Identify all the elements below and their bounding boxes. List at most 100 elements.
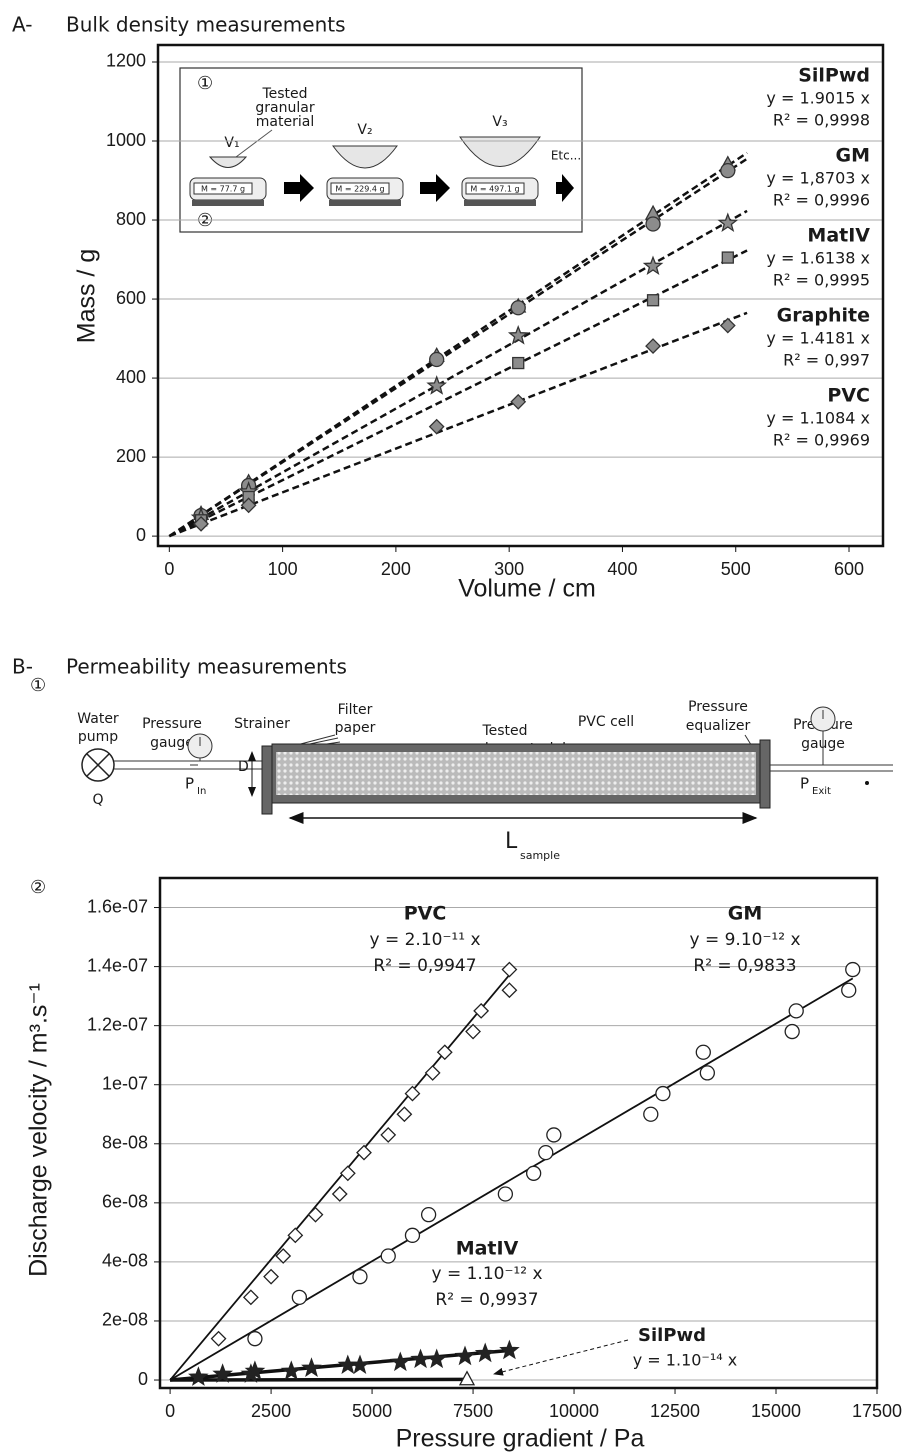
marker bbox=[784, 1023, 800, 1040]
annotation: y = 1.4181 x bbox=[766, 329, 870, 348]
marker bbox=[356, 1144, 372, 1161]
y-tick-label: 1.2e-07 bbox=[87, 1014, 148, 1034]
legend-label: GM bbox=[728, 903, 763, 925]
marker bbox=[465, 1023, 481, 1040]
display bbox=[330, 182, 390, 195]
marker bbox=[721, 251, 734, 264]
marker bbox=[404, 1085, 421, 1102]
marker bbox=[645, 216, 661, 232]
display bbox=[465, 182, 525, 195]
scale-foot bbox=[192, 200, 264, 206]
fit-line bbox=[168, 311, 748, 538]
x-tick-label: 0 bbox=[165, 1401, 175, 1421]
label: L bbox=[505, 829, 518, 854]
marker bbox=[512, 356, 525, 370]
marker bbox=[538, 1144, 554, 1161]
marker bbox=[193, 515, 209, 532]
label: In bbox=[197, 786, 206, 797]
bowl bbox=[208, 156, 248, 168]
marker bbox=[501, 982, 518, 999]
label: pump bbox=[78, 729, 118, 745]
y-axis-label: Discharge velocity / m³.s⁻¹ bbox=[25, 983, 53, 1277]
label: Pressure bbox=[142, 716, 202, 732]
x-tick-label: 100 bbox=[268, 559, 298, 579]
display bbox=[193, 182, 253, 195]
fit-line bbox=[170, 1377, 470, 1382]
marker bbox=[240, 497, 257, 514]
annotation: R² = 0,9833 bbox=[693, 956, 796, 976]
marker bbox=[642, 255, 664, 276]
marker bbox=[212, 1363, 233, 1383]
annotation: y = 1.6138 x bbox=[766, 249, 870, 268]
volume-label: V₃ bbox=[492, 114, 507, 130]
pump-cross bbox=[86, 753, 110, 777]
marker bbox=[501, 961, 518, 978]
marker bbox=[645, 338, 661, 354]
y-tick-label: 600 bbox=[116, 288, 146, 308]
scale-foot bbox=[464, 200, 536, 206]
step-label: ① bbox=[30, 675, 46, 696]
marker bbox=[380, 1127, 397, 1143]
legend-label: MatIV bbox=[456, 1238, 519, 1260]
y-tick-label: 1000 bbox=[106, 130, 146, 150]
section-title: Bulk density measurements bbox=[66, 13, 346, 37]
end-plate bbox=[759, 739, 771, 809]
label: Tested bbox=[481, 723, 527, 739]
y-tick-label: 0 bbox=[136, 525, 146, 545]
volume-label: V₂ bbox=[357, 122, 372, 138]
note: granular bbox=[255, 100, 314, 116]
marker bbox=[188, 1366, 209, 1386]
marker bbox=[410, 1348, 431, 1369]
marker bbox=[244, 1360, 266, 1380]
arrow bbox=[284, 174, 314, 202]
y-tick-label: 400 bbox=[116, 367, 146, 387]
marker bbox=[331, 1186, 348, 1202]
marker bbox=[699, 1065, 715, 1081]
marker bbox=[655, 1085, 671, 1102]
annotation: R² = 0,9996 bbox=[773, 191, 870, 210]
annotation: R² = 0,9998 bbox=[773, 111, 870, 130]
legend-label: GM bbox=[835, 145, 870, 167]
fit-line bbox=[169, 977, 854, 1381]
legend-label: PVC bbox=[404, 903, 447, 925]
x-tick-label: 17500 bbox=[852, 1401, 902, 1421]
legend-label: SilPwd bbox=[798, 65, 870, 87]
marker bbox=[719, 317, 736, 334]
arrow bbox=[420, 174, 450, 202]
y-tick-label: 1200 bbox=[106, 51, 146, 71]
annotation: y = 1,8703 x bbox=[766, 169, 870, 188]
marker bbox=[263, 1268, 280, 1285]
step-label: ① bbox=[197, 73, 213, 94]
y-axis-label: Mass / g bbox=[73, 249, 101, 343]
annotation: R² = 0,9995 bbox=[773, 271, 870, 290]
marker bbox=[454, 1345, 476, 1366]
marker bbox=[424, 1064, 441, 1081]
marker bbox=[720, 162, 736, 179]
annotation: R² = 0,9937 bbox=[435, 1290, 538, 1310]
annotation: y = 1.9015 x bbox=[766, 89, 870, 108]
x-tick-label: 7500 bbox=[453, 1401, 493, 1421]
x-tick-label: 200 bbox=[381, 559, 411, 579]
annotation: y = 1.1084 x bbox=[766, 409, 870, 428]
label: D bbox=[238, 759, 249, 775]
marker bbox=[291, 1289, 308, 1305]
legend-label: PVC bbox=[827, 385, 870, 407]
marker bbox=[426, 1348, 448, 1369]
marker bbox=[339, 1165, 356, 1182]
step-label: ② bbox=[30, 877, 46, 898]
marker bbox=[380, 1248, 396, 1264]
x-axis-label: Volume / cm bbox=[458, 575, 596, 603]
x-tick-label: 2500 bbox=[251, 1401, 291, 1421]
section-label: B- bbox=[12, 655, 33, 679]
x-tick-label: 10000 bbox=[549, 1401, 599, 1421]
permeability-diagram: ① ② Water pump Q Pressure gauge P In Str… bbox=[30, 675, 893, 1376]
annotation: R² = 0,9969 bbox=[773, 431, 870, 450]
x-tick-label: 600 bbox=[834, 559, 864, 579]
fit-line bbox=[169, 971, 513, 1381]
annotation-arrow bbox=[493, 1339, 629, 1376]
annotation: R² = 0,9947 bbox=[373, 956, 476, 976]
y-tick-label: 2e-08 bbox=[102, 1310, 148, 1330]
marker bbox=[352, 1269, 368, 1285]
y-tick-label: 8e-08 bbox=[102, 1133, 148, 1153]
